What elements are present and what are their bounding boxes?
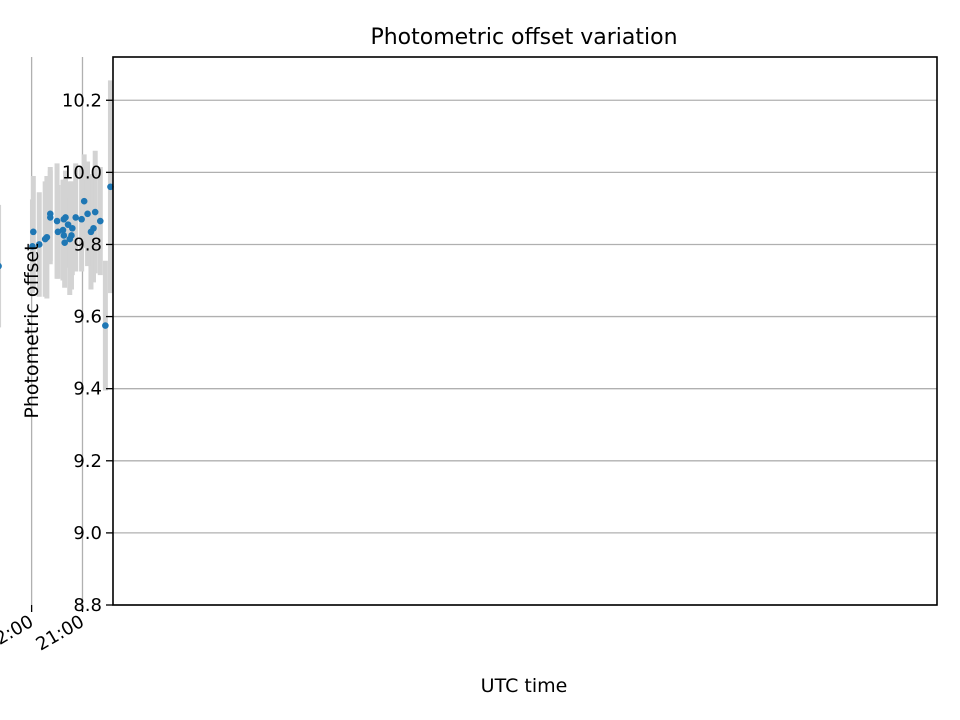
data-point [61,239,68,246]
data-point [87,228,95,236]
data-point [66,235,74,243]
y-tick-label: 8.8 [73,595,102,616]
data-point [96,217,104,225]
error-bars [0,80,113,391]
data-point [102,322,109,329]
data-point [59,226,67,234]
data-point [54,228,62,236]
x-axis-label: UTC time [481,675,568,697]
data-point [60,232,68,239]
data-point [30,228,37,236]
data-point [35,241,43,248]
data-points [0,183,114,329]
data-point [72,214,79,221]
y-axis-ticks: 8.8 9.0 9.2 9.4 9.6 9.8 10.0 10.2 [62,90,113,616]
chart-title: Photometric offset variation [370,25,677,50]
data-point [91,208,99,216]
data-point [29,242,36,250]
y-tick-label: 9.2 [73,451,102,472]
data-point [107,183,114,191]
y-tick-label: 9.8 [73,234,102,255]
data-point [0,263,2,270]
data-point [84,210,91,218]
data-point [46,214,54,221]
grid-lines [30,57,937,606]
y-tick-label: 10.0 [62,162,102,183]
data-point [78,215,85,223]
data-point [64,221,72,228]
data-point [80,197,88,205]
plot-frame [112,56,938,606]
data-point [53,217,61,225]
y-tick-label: 9.4 [73,379,102,400]
y-tick-label: 9.0 [73,523,102,544]
data-point [41,235,49,243]
x-tick-label: 22:00 [0,611,37,655]
y-tick-label: 10.2 [62,90,102,111]
x-tick-label: 21:00 [33,611,88,655]
y-axis-label: Photometric offset [21,243,43,418]
data-point [60,215,68,223]
y-tick-label: 9.6 [73,307,102,328]
